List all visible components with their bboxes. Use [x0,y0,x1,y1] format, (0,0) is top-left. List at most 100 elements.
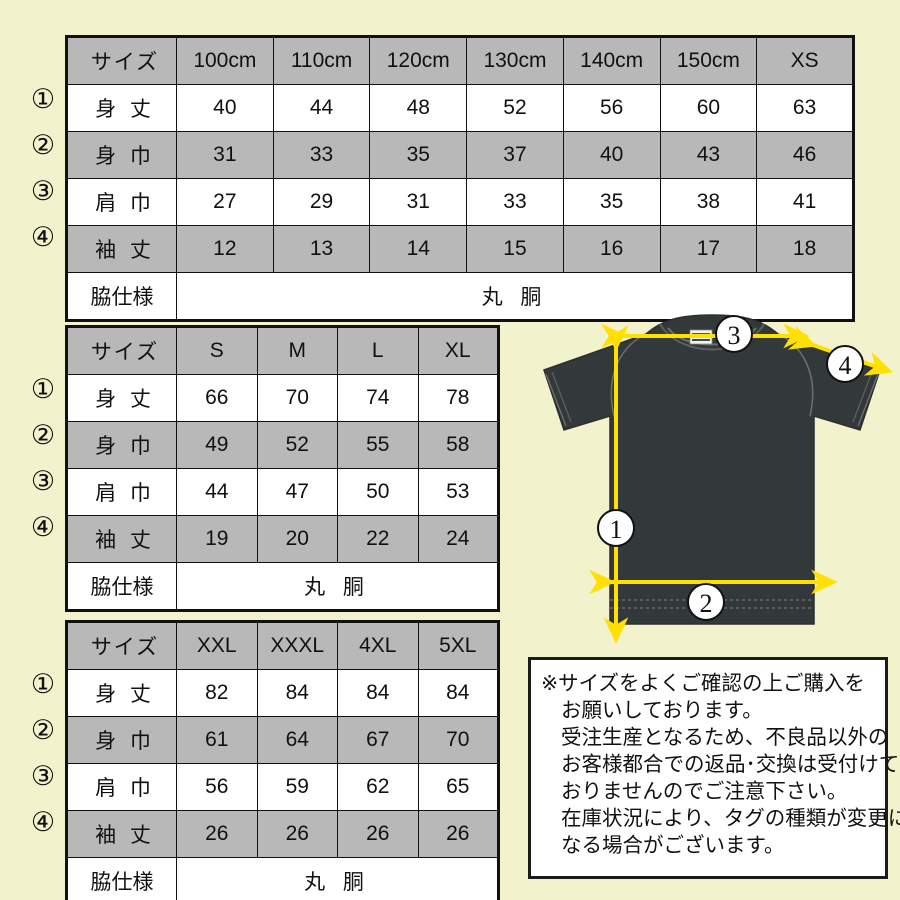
cell-shoulder-5: 38 [659,178,758,226]
header-cell-size: サイズ [66,36,177,85]
cell-shoulder-2: 62 [337,763,419,811]
cell-sleeve-2: 26 [337,810,419,858]
notice-line-1: ※サイズをよくご確認の上ご購入を [541,672,866,695]
marker-3-table3: ③ [30,761,56,791]
header-cell-col1: M [256,326,338,375]
cell-width-3: 58 [417,421,499,469]
cell-width-4: 40 [562,131,661,179]
right-sleeve-hem-inner [852,371,873,423]
cell-length-0: 66 [176,374,258,422]
row-label-shoulder: 肩 巾 [66,763,177,811]
header-cell-col2: 120cm [369,36,468,85]
tshirt-diagram: 1 2 3 4 [528,312,896,650]
row-label-shoulder: 肩 巾 [66,178,177,226]
header-cell-col2: L [337,326,419,375]
table-row-body-sleeve: 袖 丈 12 13 14 15 16 17 18 [66,225,854,273]
cell-length-4: 56 [562,84,661,132]
right-sleeve-hem [857,373,879,427]
cell-sleeve-1: 13 [272,225,371,273]
header-cell-col4: 140cm [562,36,661,85]
cell-side-spec-value: 丸 胴 [176,857,499,900]
table-row-body-width: 身 巾 31 33 35 37 40 43 46 [66,131,854,179]
cell-length-2: 84 [337,669,419,717]
marker-3-table2: ③ [30,466,56,496]
header-cell-col0: S [176,326,258,375]
header-cell-col0: 100cm [176,36,274,85]
size-table-plus: サイズ XXL XXXL 4XL 5XL 身 丈 82 84 84 84 身 巾… [65,620,500,900]
cell-width-0: 61 [176,716,258,764]
cell-side-spec-value: 丸 胴 [176,272,854,321]
table-row-header: サイズ XXL XXXL 4XL 5XL [66,621,499,670]
cell-length-1: 44 [272,84,371,132]
cell-shoulder-0: 44 [176,468,258,516]
cell-length-2: 48 [369,84,468,132]
callout-4: 4 [826,345,864,383]
table-row-body-shoulder: 肩 巾 56 59 62 65 [66,763,499,811]
row-label-side-spec: 脇仕様 [66,857,177,900]
cell-shoulder-1: 29 [272,178,371,226]
cell-width-0: 31 [176,131,274,179]
cell-length-0: 40 [176,84,274,132]
notice-line-2: お願いしております。 [561,699,763,722]
row-label-width: 身 巾 [66,716,177,764]
table-row-side-spec: 脇仕様 丸 胴 [66,857,499,900]
notice-line-3: 受注生産となるため、不良品以外の [561,726,889,749]
cell-width-0: 49 [176,421,258,469]
header-cell-col5: 150cm [659,36,758,85]
header-cell-col1: 110cm [272,36,371,85]
table-row-side-spec: 脇仕様 丸 胴 [66,272,854,321]
cell-length-2: 74 [337,374,419,422]
notice-line-7: なる場合がございます。 [561,834,785,857]
header-cell-col2: 4XL [337,621,419,670]
table-row-body-shoulder: 肩 巾 27 29 31 33 35 38 41 [66,178,854,226]
header-cell-col3: 130cm [466,36,564,85]
cell-length-3: 52 [466,84,564,132]
left-sleeve-hem-inner [551,371,572,423]
row-label-side-spec: 脇仕様 [66,272,177,321]
neck-label-text-mark [692,339,710,341]
row-label-length: 身 丈 [66,84,177,132]
callout-2: 2 [687,583,725,621]
header-cell-size: サイズ [66,621,177,670]
cell-shoulder-3: 33 [466,178,564,226]
cell-sleeve-1: 26 [256,810,338,858]
cell-sleeve-4: 16 [562,225,661,273]
row-label-sleeve: 袖 丈 [66,515,177,563]
callout-1: 1 [597,509,635,547]
cell-shoulder-3: 65 [417,763,499,811]
row-label-shoulder: 肩 巾 [66,468,177,516]
header-cell-size: サイズ [66,326,177,375]
cell-shoulder-1: 59 [256,763,338,811]
header-cell-col0: XXL [176,621,258,670]
cell-sleeve-3: 24 [417,515,499,563]
marker-2-table2: ② [30,420,56,450]
row-label-width: 身 巾 [66,421,177,469]
cell-width-2: 67 [337,716,419,764]
cell-width-1: 33 [272,131,371,179]
cell-sleeve-2: 14 [369,225,468,273]
table-row-body-shoulder: 肩 巾 44 47 50 53 [66,468,499,516]
cell-shoulder-0: 27 [176,178,274,226]
cell-sleeve-6: 18 [756,225,854,273]
marker-4-table2: ④ [30,512,56,542]
row-label-sleeve: 袖 丈 [66,225,177,273]
cell-length-6: 63 [756,84,854,132]
cell-shoulder-2: 31 [369,178,468,226]
cell-width-2: 35 [369,131,468,179]
row-label-sleeve: 袖 丈 [66,810,177,858]
header-cell-col3: XL [417,326,499,375]
row-label-side-spec: 脇仕様 [66,562,177,611]
table-row-body-length: 身 丈 66 70 74 78 [66,374,499,422]
cell-sleeve-0: 26 [176,810,258,858]
cell-sleeve-0: 19 [176,515,258,563]
notice-line-4: お客様都合での返品･交換は受付けて [561,753,900,776]
cell-width-3: 37 [466,131,564,179]
marker-1-table2: ① [30,374,56,404]
header-cell-col6: XS [756,36,854,85]
svg-text:2: 2 [700,589,713,618]
marker-1-table3: ① [30,669,56,699]
row-label-width: 身 巾 [66,131,177,179]
size-table-kids: サイズ 100cm 110cm 120cm 130cm 140cm 150cm … [65,35,855,322]
table-row-body-width: 身 巾 61 64 67 70 [66,716,499,764]
